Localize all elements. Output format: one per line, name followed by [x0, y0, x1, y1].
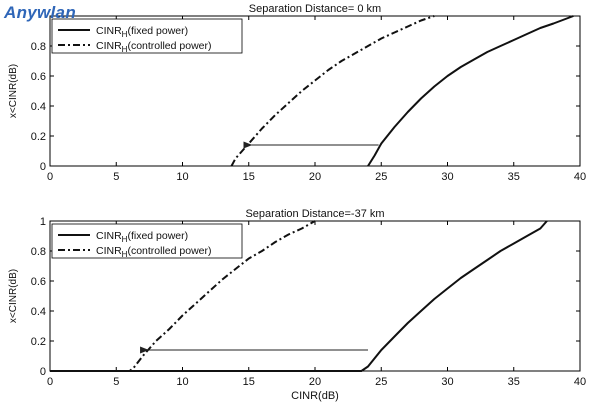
- legend-entry: CINRH(controlled power): [96, 245, 212, 259]
- x-tick-label: 30: [441, 376, 453, 388]
- legend-box: [51, 18, 243, 54]
- chart-title-2: Separation Distance=-37 km: [245, 208, 384, 220]
- y-tick-label: 1: [40, 216, 46, 228]
- x-tick-label: 25: [375, 376, 387, 388]
- y-tick-label: 0.4: [31, 306, 46, 318]
- legend-entry: CINRH(controlled power): [96, 40, 212, 54]
- y-tick-label: 0.8: [31, 246, 46, 258]
- x-tick-label: 20: [309, 376, 321, 388]
- x-tick-label: 15: [243, 171, 255, 183]
- x-tick-label: 0: [47, 376, 53, 388]
- legend-box: [51, 223, 243, 259]
- y-tick-label: 0.6: [31, 71, 46, 83]
- chart-title-1: Separation Distance= 0 km: [249, 3, 381, 15]
- y-tick-label: 0.8: [31, 41, 46, 53]
- x-tick-label: 40: [574, 376, 586, 388]
- x-tick-label: 35: [508, 171, 520, 183]
- legend-entry: CINRH(fixed power): [96, 25, 188, 39]
- series-line-fixed-power: [367, 15, 574, 167]
- x-tick-label: 5: [113, 171, 119, 183]
- x-tick-label: 10: [176, 171, 188, 183]
- y-tick-label: 0.2: [31, 336, 46, 348]
- y-tick-label: 0.4: [31, 101, 46, 113]
- y-axis-label-1: x<CINR(dB): [8, 64, 19, 118]
- series-line-controlled-power: [230, 15, 435, 167]
- x-tick-label: 40: [574, 171, 586, 183]
- y-tick-label: 0: [40, 161, 46, 173]
- x-tick-label: 5: [113, 376, 119, 388]
- x-tick-label: 35: [508, 376, 520, 388]
- series-line-fixed-power: [50, 220, 548, 372]
- watermark-logo: Anywlan: [4, 3, 77, 22]
- x-tick-label: 25: [375, 171, 387, 183]
- y-tick-label: 0.2: [31, 131, 46, 143]
- x-tick-label: 15: [243, 376, 255, 388]
- x-tick-label: 20: [309, 171, 321, 183]
- y-tick-label: 0: [40, 366, 46, 378]
- legend-entry: CINRH(fixed power): [96, 230, 188, 244]
- x-axis-label: CINR(dB): [291, 390, 339, 402]
- x-tick-label: 30: [441, 171, 453, 183]
- y-axis-label-2: x<CINR(dB): [8, 269, 19, 323]
- y-tick-label: 0.6: [31, 276, 46, 288]
- x-tick-label: 10: [176, 376, 188, 388]
- series-line-controlled-power: [50, 220, 316, 372]
- x-tick-label: 0: [47, 171, 53, 183]
